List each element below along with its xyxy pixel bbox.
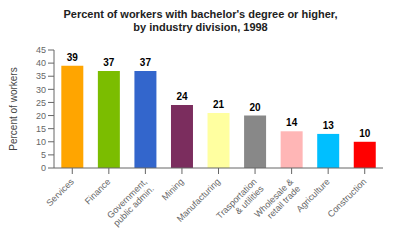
svg-text:30: 30 bbox=[36, 85, 46, 95]
svg-text:15: 15 bbox=[36, 124, 46, 134]
svg-text:35: 35 bbox=[36, 71, 46, 81]
svg-text:Percent of workers: Percent of workers bbox=[8, 67, 19, 150]
svg-text:10: 10 bbox=[359, 128, 371, 139]
html-text:Percent of workers with bachel: Percent of workers with bachelor's degre… bbox=[63, 8, 338, 33]
svg-text:Services: Services bbox=[44, 176, 76, 208]
svg-text:37: 37 bbox=[140, 57, 152, 68]
svg-text:Wholesale &retail trade: Wholesale &retail trade bbox=[252, 177, 302, 227]
svg-text:10: 10 bbox=[36, 137, 46, 147]
svg-text:21: 21 bbox=[213, 99, 225, 110]
svg-text:0: 0 bbox=[41, 163, 46, 173]
svg-text:5: 5 bbox=[41, 150, 46, 160]
svg-text:Construction: Construction bbox=[326, 177, 369, 220]
svg-text:25: 25 bbox=[36, 98, 46, 108]
svg-text:39: 39 bbox=[67, 52, 79, 63]
svg-text:14: 14 bbox=[286, 117, 298, 128]
svg-text:Manufacturing: Manufacturing bbox=[175, 177, 222, 224]
svg-text:Government,public admin.: Government,public admin. bbox=[104, 177, 156, 229]
svg-text:Trasportation& utilities: Trasportation& utilities bbox=[214, 176, 266, 228]
svg-text:Mining: Mining bbox=[160, 177, 186, 203]
svg-text:45: 45 bbox=[36, 45, 46, 55]
svg-text:Agriculture: Agriculture bbox=[294, 177, 331, 214]
svg-text:40: 40 bbox=[36, 58, 46, 68]
svg-text:24: 24 bbox=[176, 91, 188, 102]
svg-text:Finance: Finance bbox=[83, 177, 113, 207]
svg-text:13: 13 bbox=[323, 120, 335, 131]
svg-text:20: 20 bbox=[36, 111, 46, 121]
svg-text:20: 20 bbox=[250, 102, 262, 113]
svg-text:37: 37 bbox=[103, 57, 115, 68]
